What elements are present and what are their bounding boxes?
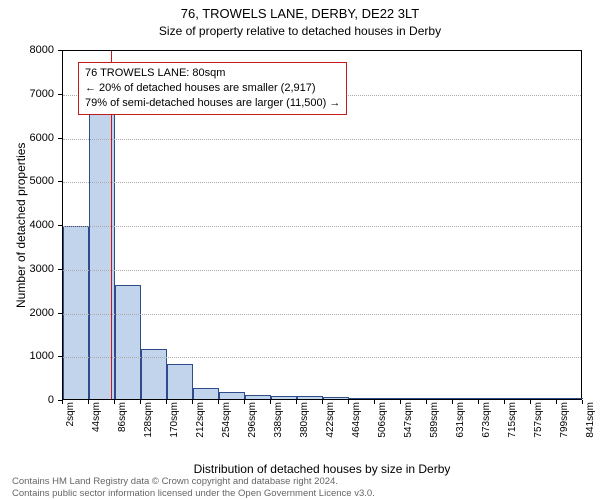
x-tick-mark — [270, 400, 271, 404]
x-tick-mark — [88, 400, 89, 404]
x-tick-mark — [348, 400, 349, 404]
x-tick-mark — [114, 400, 115, 404]
histogram-bar — [479, 398, 505, 399]
x-tick-mark — [530, 400, 531, 404]
x-tick-label: 547sqm — [403, 402, 414, 438]
x-tick-label: 212sqm — [195, 402, 206, 438]
y-tick-mark — [58, 50, 62, 51]
x-tick-label: 2sqm — [65, 402, 76, 426]
x-tick-mark — [400, 400, 401, 404]
y-tick-label: 8000 — [0, 44, 54, 56]
histogram-bar — [349, 398, 375, 399]
x-tick-label: 631sqm — [455, 402, 466, 438]
y-tick-label: 4000 — [0, 219, 54, 231]
y-tick-mark — [58, 225, 62, 226]
x-tick-label: 506sqm — [377, 402, 388, 438]
y-tick-label: 2000 — [0, 307, 54, 319]
histogram-bar — [245, 395, 271, 399]
x-tick-label: 44sqm — [91, 402, 102, 432]
x-tick-label: 338sqm — [273, 402, 284, 438]
x-tick-label: 841sqm — [585, 402, 596, 438]
x-tick-mark — [296, 400, 297, 404]
histogram-bar — [193, 388, 219, 399]
annotation-line-3: 79% of semi-detached houses are larger (… — [85, 96, 340, 111]
histogram-bar — [141, 349, 167, 399]
x-axis-label: Distribution of detached houses by size … — [62, 462, 582, 476]
grid-line — [63, 314, 581, 315]
x-tick-mark — [244, 400, 245, 404]
footer-line-2: Contains public sector information licen… — [12, 488, 375, 500]
chart-footer: Contains HM Land Registry data © Crown c… — [12, 476, 375, 500]
y-tick-label: 0 — [0, 394, 54, 406]
histogram-bar — [427, 398, 453, 399]
annotation-line-1: 76 TROWELS LANE: 80sqm — [85, 66, 340, 81]
grid-line — [63, 270, 581, 271]
y-tick-mark — [58, 181, 62, 182]
x-tick-label: 254sqm — [221, 402, 232, 438]
footer-line-1: Contains HM Land Registry data © Crown c… — [12, 476, 375, 488]
x-tick-mark — [556, 400, 557, 404]
x-tick-mark — [192, 400, 193, 404]
y-tick-mark — [58, 269, 62, 270]
x-tick-label: 673sqm — [481, 402, 492, 438]
histogram-bar — [271, 396, 297, 399]
histogram-bar — [167, 364, 193, 399]
x-tick-label: 86sqm — [117, 402, 128, 432]
y-tick-label: 5000 — [0, 175, 54, 187]
x-tick-label: 757sqm — [533, 402, 544, 438]
histogram-bar — [297, 396, 323, 399]
x-tick-label: 589sqm — [429, 402, 440, 438]
histogram-bar — [219, 392, 245, 399]
grid-line — [63, 139, 581, 140]
x-tick-mark — [374, 400, 375, 404]
y-tick-label: 1000 — [0, 350, 54, 362]
histogram-bar — [505, 398, 531, 399]
grid-line — [63, 226, 581, 227]
x-tick-mark — [218, 400, 219, 404]
x-tick-label: 464sqm — [351, 402, 362, 438]
x-tick-label: 380sqm — [299, 402, 310, 438]
histogram-bar — [557, 398, 583, 399]
x-tick-mark — [452, 400, 453, 404]
histogram-bar — [401, 398, 427, 399]
x-tick-mark — [140, 400, 141, 404]
y-tick-mark — [58, 313, 62, 314]
x-tick-mark — [582, 400, 583, 404]
x-tick-label: 799sqm — [559, 402, 570, 438]
x-tick-label: 715sqm — [507, 402, 518, 438]
x-tick-mark — [322, 400, 323, 404]
grid-line — [63, 182, 581, 183]
grid-line — [63, 357, 581, 358]
y-tick-mark — [58, 356, 62, 357]
histogram-bar — [375, 398, 401, 399]
annotation-line-2: ← 20% of detached houses are smaller (2,… — [85, 81, 340, 96]
histogram-bar — [323, 397, 349, 399]
x-tick-mark — [166, 400, 167, 404]
y-tick-mark — [58, 138, 62, 139]
x-tick-mark — [478, 400, 479, 404]
y-tick-label: 6000 — [0, 132, 54, 144]
x-tick-mark — [62, 400, 63, 404]
histogram-bar — [531, 398, 557, 399]
x-tick-mark — [426, 400, 427, 404]
x-tick-label: 422sqm — [325, 402, 336, 438]
x-tick-label: 170sqm — [169, 402, 180, 438]
x-tick-mark — [504, 400, 505, 404]
histogram-bar — [453, 398, 479, 399]
chart-container: 76, TROWELS LANE, DERBY, DE22 3LT Size o… — [0, 0, 600, 500]
y-tick-label: 7000 — [0, 88, 54, 100]
chart-subtitle: Size of property relative to detached ho… — [0, 22, 600, 39]
x-tick-label: 296sqm — [247, 402, 258, 438]
x-tick-label: 128sqm — [143, 402, 154, 438]
annotation-box: 76 TROWELS LANE: 80sqm ← 20% of detached… — [78, 62, 347, 115]
chart-title: 76, TROWELS LANE, DERBY, DE22 3LT — [0, 0, 600, 22]
y-tick-mark — [58, 94, 62, 95]
histogram-bar — [115, 285, 141, 399]
y-tick-label: 3000 — [0, 263, 54, 275]
